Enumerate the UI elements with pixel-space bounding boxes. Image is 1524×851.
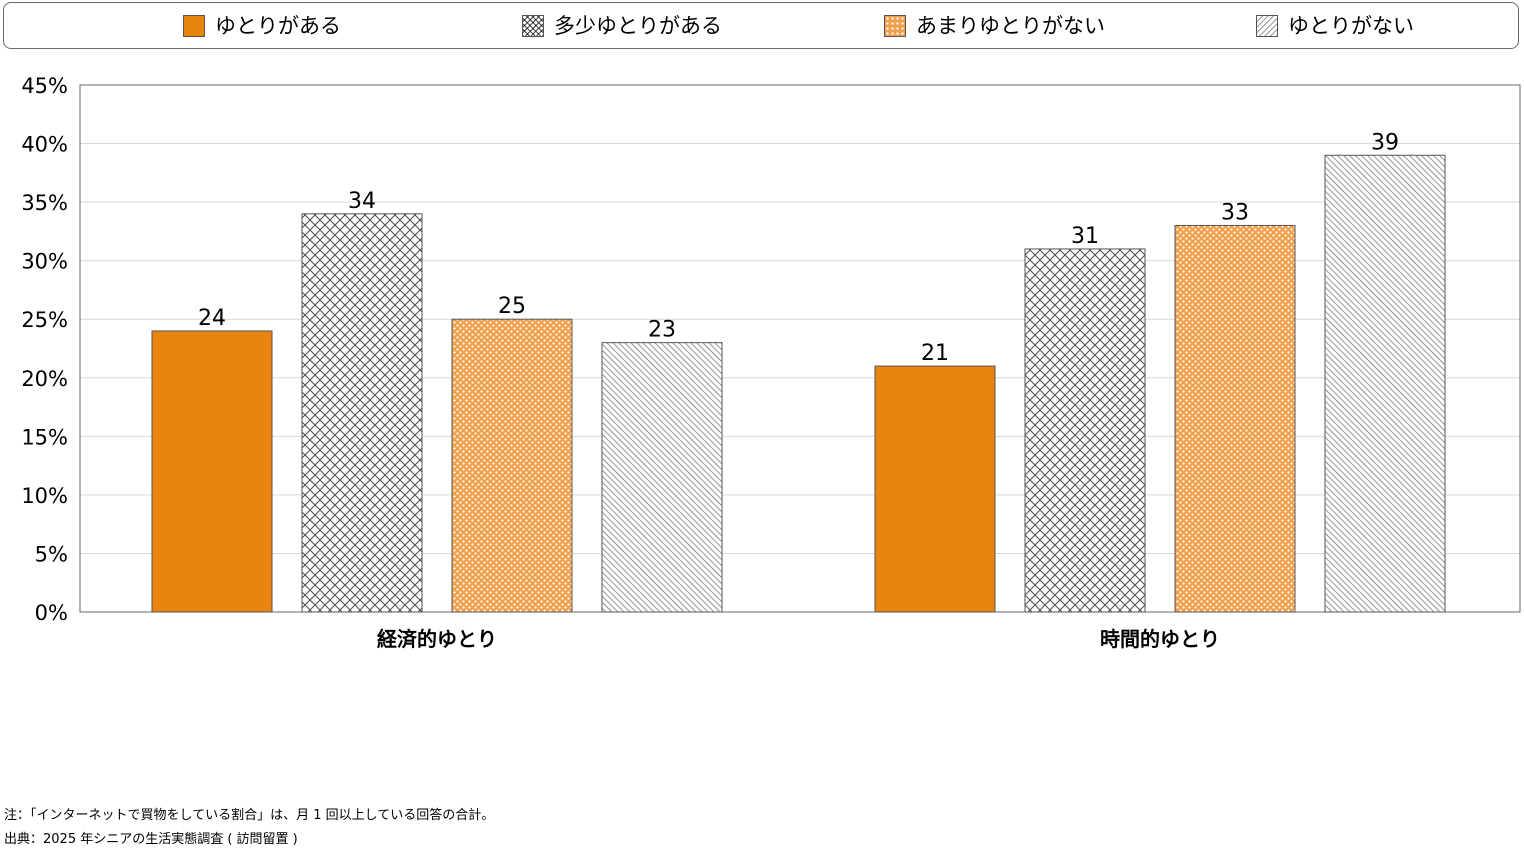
- y-tick-label: 30%: [21, 250, 68, 274]
- bars: [151, 154, 1446, 613]
- bar: [1024, 248, 1146, 613]
- legend-label: ゆとりがない: [1288, 14, 1414, 38]
- legend-swatch-solid: [183, 15, 205, 37]
- y-tick-label: 35%: [21, 191, 68, 215]
- plot-area-frame: [79, 84, 1521, 613]
- bar: [874, 365, 996, 613]
- bar-hatch-overlay: [602, 342, 722, 612]
- y-tick-label: 0%: [35, 601, 68, 625]
- legend: ゆとりがある 多少ゆとりがある あまりゆとりがない ゆとりがない: [3, 2, 1519, 49]
- footnote: 注：「インターネットで買物をしている割合」は、月 1 回以上している回答の合計。: [4, 808, 495, 823]
- bar: [451, 318, 573, 613]
- source-note: 出典：2025 年シニアの生活実態調査 ( 訪問留置 ): [4, 832, 298, 847]
- data-label: 34: [348, 189, 376, 214]
- data-label: 33: [1221, 201, 1249, 226]
- data-label: 23: [648, 318, 676, 343]
- bar-chart: 0% 5% 10% 15% 20% 25% 30% 35% 40% 45% 24 34 25 23 21 3…: [21, 74, 1521, 651]
- legend-label: あまりゆとりがない: [916, 14, 1105, 38]
- bar: [301, 213, 423, 613]
- y-tick-label: 40%: [21, 133, 68, 157]
- data-labels: 24 34 25 23 21 31 33 39: [198, 130, 1399, 366]
- data-label: 31: [1071, 224, 1099, 249]
- data-label: 25: [498, 294, 526, 319]
- grid-lines: [80, 143, 1520, 554]
- bar: [1174, 225, 1296, 613]
- legend-item-yutori-nai: ゆとりがない: [1256, 14, 1414, 38]
- data-label: 24: [198, 306, 226, 331]
- legend-label: 多少ゆとりがある: [554, 14, 722, 38]
- legend-item-tashou-yutori-aru: 多少ゆとりがある: [522, 14, 722, 38]
- y-tick-label: 10%: [21, 484, 68, 508]
- y-axis-ticks: 0% 5% 10% 15% 20% 25% 30% 35% 40% 45%: [21, 74, 68, 625]
- legend-swatch-dots: [884, 15, 906, 37]
- y-tick-label: 15%: [21, 425, 68, 449]
- y-tick-label: 45%: [21, 74, 68, 98]
- y-tick-label: 25%: [21, 308, 68, 332]
- legend-label: ゆとりがある: [215, 14, 341, 38]
- x-category-label: 時間的ゆとり: [1100, 627, 1220, 651]
- y-tick-label: 20%: [21, 367, 68, 391]
- x-axis-categories: 経済的ゆとり 時間的ゆとり: [377, 627, 1220, 651]
- bar: [151, 330, 273, 613]
- legend-swatch-diagonal: [1256, 15, 1278, 37]
- legend-swatch-crosshatch: [522, 15, 544, 37]
- legend-item-yutori-aru: ゆとりがある: [183, 14, 341, 38]
- data-label: 21: [921, 341, 949, 366]
- data-label: 39: [1371, 130, 1399, 155]
- bar-hatch-overlay: [1325, 155, 1445, 612]
- x-category-label: 経済的ゆとり: [377, 627, 497, 651]
- legend-item-amari-yutori-nai: あまりゆとりがない: [884, 14, 1105, 38]
- y-tick-label: 5%: [35, 542, 68, 566]
